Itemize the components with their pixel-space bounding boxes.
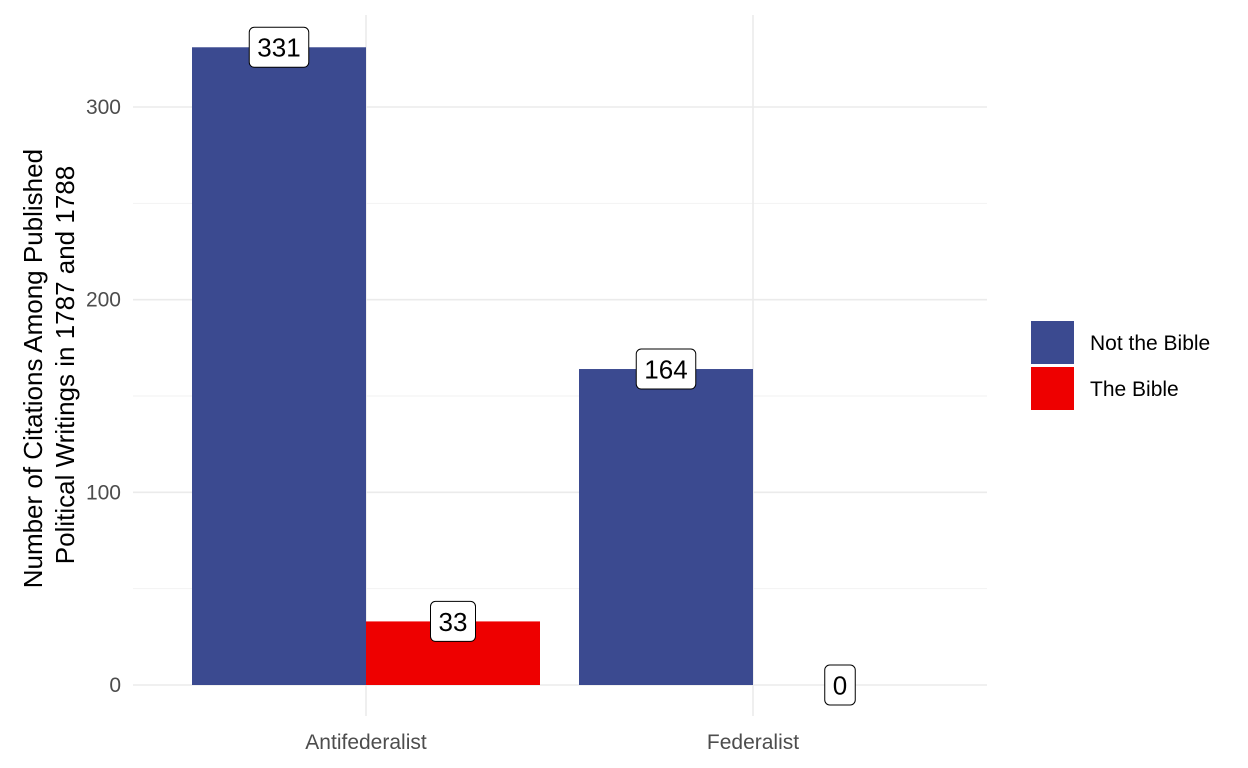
y-tick-label: 100 [86, 481, 121, 504]
bar [192, 47, 366, 686]
x-axis: Antifederalist Federalist [305, 731, 799, 754]
data-label: 164 [635, 348, 697, 390]
data-label-text: 33 [439, 607, 468, 637]
legend: Not the Bible The Bible [1031, 321, 1210, 410]
data-label-text: 0 [833, 670, 847, 700]
y-axis-title-line-1: Number of Citations Among Published [18, 149, 48, 588]
y-axis-title-line-2: Political Writings in 1787 and 1788 [50, 166, 80, 564]
y-tick-label: 0 [109, 674, 121, 697]
data-labels: 331 164 33 0 [248, 26, 856, 706]
data-label-text: 331 [257, 33, 300, 63]
legend-item: The Bible [1031, 367, 1179, 410]
data-label: 331 [248, 26, 310, 68]
data-label: 33 [430, 600, 476, 642]
y-tick-label: 300 [86, 96, 121, 119]
legend-key [1031, 367, 1074, 410]
y-axis-title: Number of Citations Among Published Poli… [18, 142, 80, 589]
y-axis: 0 100 200 300 [86, 96, 121, 697]
x-tick-label: Federalist [707, 731, 799, 754]
legend-label: Not the Bible [1090, 332, 1210, 355]
data-label: 0 [824, 664, 856, 706]
data-label-box [430, 600, 476, 642]
bars [192, 47, 753, 686]
x-tick-label: Antifederalist [305, 731, 427, 754]
legend-label: The Bible [1090, 378, 1179, 401]
data-label-box [824, 664, 856, 706]
data-label-text: 164 [644, 354, 687, 384]
bar [579, 369, 753, 685]
data-label-box [248, 26, 310, 68]
data-label-box [635, 348, 697, 390]
legend-item: Not the Bible [1031, 321, 1210, 364]
legend-key [1031, 321, 1074, 364]
y-tick-label: 200 [86, 289, 121, 312]
